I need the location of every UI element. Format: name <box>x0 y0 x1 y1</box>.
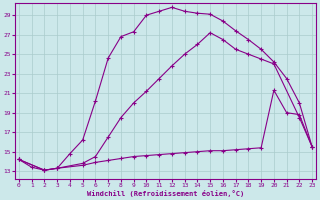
X-axis label: Windchill (Refroidissement éolien,°C): Windchill (Refroidissement éolien,°C) <box>87 190 244 197</box>
